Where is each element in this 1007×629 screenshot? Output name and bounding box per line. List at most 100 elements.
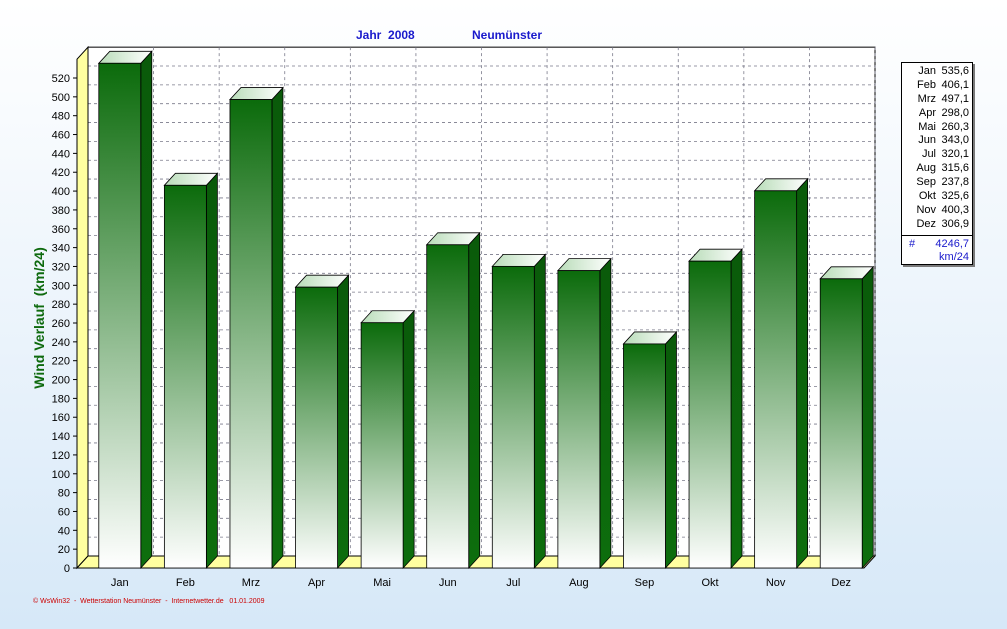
y-tick-label: 340 [52,243,70,255]
y-tick-label: 400 [52,186,70,198]
bar-series [97,50,875,570]
legend-row: Feb 406,1 [905,79,969,93]
x-tick-label: Apr [308,577,325,589]
bar-jun [425,231,481,570]
legend-unit: km/24 [939,250,969,263]
legend-value: 306,9 [941,217,969,230]
legend-month: Jul [921,148,936,161]
y-tick-label: 220 [52,356,70,368]
y-tick-label: 360 [52,224,70,236]
legend-value: 400,3 [941,203,969,216]
legend-value: 406,1 [941,78,969,91]
x-tick-label: Feb [176,577,195,589]
x-tick-label: Aug [569,577,589,589]
legend-row: Mrz 497,1 [905,93,969,107]
bar-sep [622,330,678,570]
legend-total: # 4246,7 [905,238,969,251]
legend-row: Jan 535,6 [905,65,969,79]
x-tick-label: Mrz [242,577,260,589]
y-tick-label: 140 [52,431,70,443]
legend-total-value: 4246,7 [935,237,969,250]
x-tick-label: Jan [111,577,129,589]
x-tick-label: Nov [766,577,786,589]
chart-title-year: Jahr 2008 [356,28,415,42]
x-tick-label: Dez [831,577,851,589]
y-tick-label: 200 [52,375,70,387]
bar-nov [753,177,809,570]
y-tick-label: 80 [58,488,70,500]
y-tick-label: 460 [52,130,70,142]
legend-value: 315,6 [941,162,969,175]
legend-value: 320,1 [941,148,969,161]
legend-row: Nov 400,3 [905,204,969,218]
legend-row: Aug 315,6 [905,162,969,176]
bar-dez [819,265,875,570]
bar-aug [556,257,612,570]
y-tick-label: 180 [52,393,70,405]
y-tick-label: 380 [52,205,70,217]
legend-total-symbol: # [909,237,916,250]
legend-row: Mai 260,3 [905,121,969,135]
footer-copyright: © WsWin32 - Wetterstation Neumünster - I… [33,597,265,605]
bar-okt [688,248,743,570]
y-tick-label: 120 [52,450,70,462]
y-tick-label: 100 [52,469,70,481]
y-tick-label: 40 [58,525,70,537]
legend-month: Feb [917,78,936,91]
legend-row: Dez 306,9 [905,218,969,232]
legend-month: Sep [916,176,936,189]
legend-month: Nov [916,203,936,216]
y-tick-label: 60 [58,506,70,518]
legend-month: Jun [918,134,936,147]
left-wall [76,45,89,570]
y-tick-label: 300 [52,280,70,292]
bar-mai [360,309,416,570]
y-tick-label: 20 [58,544,70,556]
legend-value: 497,1 [941,92,969,105]
chart-title-station: Neumünster [472,28,542,42]
legend-month: Mai [918,120,936,133]
legend: Jan 535,6 Feb 406,1 Mrz 497,1 Apr 298,0 Mai 260,3… [901,62,973,265]
y-tick-label: 240 [52,337,70,349]
bar-jan [97,50,153,570]
legend-separator [902,234,972,236]
legend-value: 237,8 [941,176,969,189]
legend-month: Jan [918,65,936,77]
legend-month: Okt [918,190,936,203]
y-tick-label: 420 [52,167,70,179]
legend-value: 535,6 [941,65,969,77]
legend-value: 343,0 [941,134,969,147]
y-tick-label: 480 [52,111,70,123]
grid-lines [76,47,876,556]
y-axis-label: Wind Verlauf (km/24) [31,247,47,388]
bar-mrz [229,86,284,570]
legend-value: 298,0 [941,106,969,119]
legend-row: Okt 325,6 [905,190,969,204]
legend-month: Dez [916,217,936,230]
y-tick-label: 280 [52,299,70,311]
legend-row: Apr 298,0 [905,107,969,121]
legend-row: Jul 320,1 [905,148,969,162]
x-tick-label: Sep [635,577,655,589]
bar-apr [294,274,350,570]
x-tick-label: Jun [439,577,457,589]
y-tick-label: 260 [52,318,70,330]
legend-month: Aug [916,162,936,175]
y-tick-label: 500 [52,92,70,104]
y-tick-label: 0 [64,563,70,575]
legend-row: Jun 343,0 [905,134,969,148]
y-tick-label: 160 [52,412,70,424]
legend-value: 260,3 [941,120,969,133]
legend-month: Apr [918,106,936,119]
x-tick-label: Mai [373,577,391,589]
bar-feb [163,172,219,570]
legend-row: Sep 237,8 [905,176,969,190]
y-tick-label: 440 [52,148,70,160]
legend-month: Mrz [917,92,936,105]
x-axis-ticks: Jan Feb Mrz Apr Mai Jun Jul Aug Sep Okt Nov Dez [111,577,851,589]
legend-value: 325,6 [941,190,969,203]
y-tick-label: 320 [52,261,70,273]
y-tick-label: 520 [52,73,70,85]
y-axis-ticks: 0 20 40 60 80 100 120 140 160 180 200 220 240 260 280 3… [52,73,77,575]
